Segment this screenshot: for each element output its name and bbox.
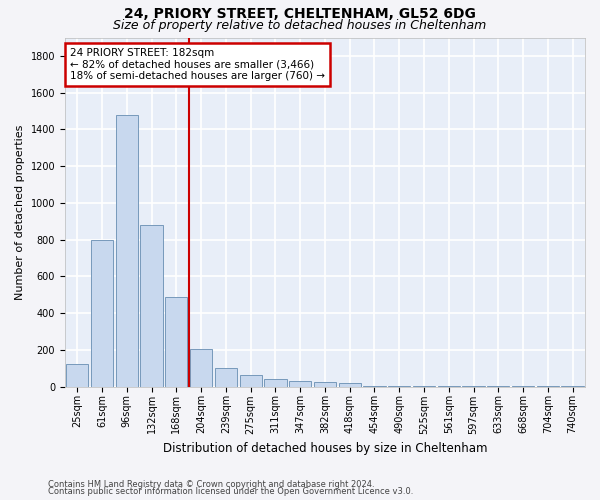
Y-axis label: Number of detached properties: Number of detached properties (15, 124, 25, 300)
X-axis label: Distribution of detached houses by size in Cheltenham: Distribution of detached houses by size … (163, 442, 487, 455)
Bar (289, 381, 311, 386)
Bar (190, 349, 212, 387)
Bar (338, 383, 361, 386)
Text: Contains public sector information licensed under the Open Government Licence v3: Contains public sector information licen… (48, 488, 413, 496)
Text: Size of property relative to detached houses in Cheltenham: Size of property relative to detached ho… (113, 18, 487, 32)
Bar (91, 240, 113, 386)
Bar (215, 368, 237, 386)
Text: Contains HM Land Registry data © Crown copyright and database right 2024.: Contains HM Land Registry data © Crown c… (48, 480, 374, 489)
Bar (140, 225, 163, 386)
Bar (165, 296, 187, 386)
Text: 24 PRIORY STREET: 182sqm
← 82% of detached houses are smaller (3,466)
18% of sem: 24 PRIORY STREET: 182sqm ← 82% of detach… (70, 48, 325, 81)
Bar (264, 379, 287, 386)
Bar (239, 374, 262, 386)
Bar (66, 364, 88, 386)
Bar (314, 382, 336, 386)
Text: 24, PRIORY STREET, CHELTENHAM, GL52 6DG: 24, PRIORY STREET, CHELTENHAM, GL52 6DG (124, 8, 476, 22)
Bar (116, 114, 138, 386)
